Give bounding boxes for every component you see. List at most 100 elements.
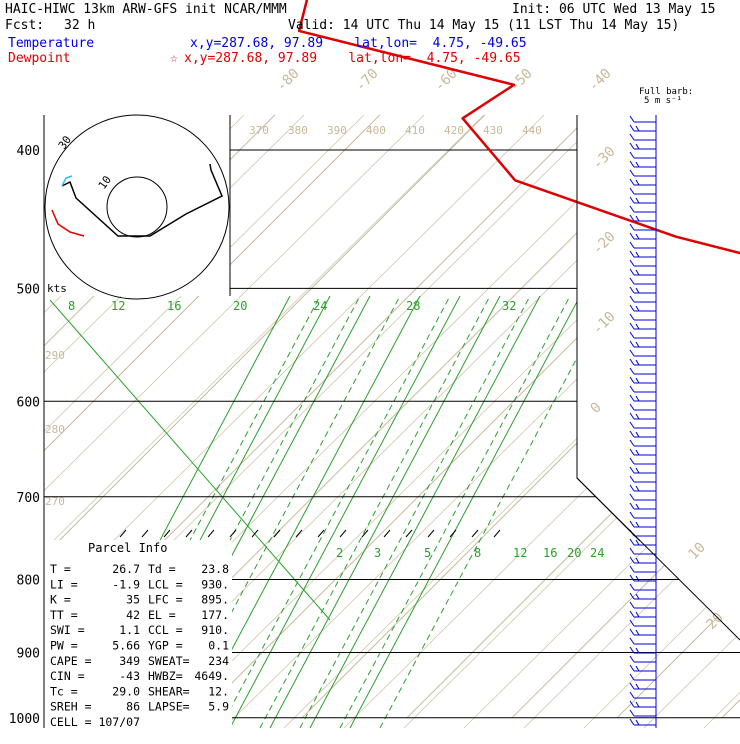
wind-barb-flag	[629, 574, 635, 582]
mixing-ratio-label: 16	[167, 299, 181, 313]
parcel-info-key: LAPSE=	[148, 700, 190, 714]
wind-barb-flag	[629, 250, 635, 258]
adiabat-line	[343, 115, 740, 728]
barb-legend-title: Full barb:	[639, 87, 693, 97]
wind-barb-flag	[629, 277, 635, 285]
pressure-label: 900	[17, 647, 40, 662]
parcel-info-key: SWEAT=	[148, 654, 190, 668]
level-tick	[317, 529, 325, 538]
wind-barb-flag	[629, 682, 635, 690]
wind-barb-flag	[629, 385, 635, 393]
parcel-info-value: 349	[119, 654, 140, 668]
isotherm-label: 10	[686, 540, 709, 563]
level-tick	[163, 529, 171, 538]
parcel-info-title: Parcel Info	[88, 541, 167, 555]
parcel-info-value: 1.1	[119, 623, 140, 637]
parcel-info-key: SREH =	[50, 700, 92, 714]
parcel-info-value: 29.0	[112, 684, 140, 698]
mixing-ratio-label: 24	[590, 546, 604, 560]
wind-barb-flag	[629, 439, 635, 447]
parcel-info-value: 5.66	[112, 639, 140, 653]
header: HAIC-HIWC 13km ARW-GFS init NCAR/MMM Ini…	[5, 2, 716, 106]
theta-label: 270	[45, 495, 65, 508]
parcel-info-value: -1.9	[112, 577, 140, 591]
wind-barb-flag	[629, 223, 635, 231]
parcel-info-value: 5.9	[208, 700, 229, 714]
parcel-info-box: Parcel Info T = 26.7 Td = 23.8 LI = -1.9 LCL =…	[44, 540, 232, 730]
adiabat-line	[223, 115, 740, 728]
pressure-label: 600	[17, 395, 40, 410]
level-tick	[383, 529, 391, 538]
parcel-info-value: 895.	[201, 593, 229, 607]
wind-barb-flag	[635, 575, 640, 582]
wind-barb-flag	[635, 539, 640, 546]
mixing-ratio-label: 20	[233, 299, 247, 313]
wind-barb-flag	[629, 313, 635, 321]
parcel-info-value: 42	[126, 608, 140, 622]
wind-barb-flag	[629, 376, 635, 384]
isotherm-label: -80	[274, 66, 303, 95]
wind-barb-flag	[635, 323, 640, 330]
wind-barb-flag	[629, 403, 635, 411]
adiabat-line	[163, 115, 740, 728]
wind-barb-flag	[635, 719, 640, 726]
wind-barb-flag	[629, 394, 635, 402]
mixing-ratio-dashed	[219, 295, 451, 728]
parcel-info-key: YGP =	[148, 639, 183, 653]
parcel-info-key: TT =	[50, 608, 78, 622]
mixing-ratio-labels: 8 12 16 20 24 28 32 2 3 5 8 12 16 20 24	[68, 299, 604, 560]
parcel-info-value: 12.	[208, 684, 229, 698]
parcel-info-value: 0.1	[208, 639, 229, 653]
wind-barb-flag	[635, 215, 640, 222]
wind-barb-flag	[635, 665, 640, 672]
wind-barb-flag	[635, 269, 640, 276]
mixing-ratio-dashed	[259, 295, 491, 728]
isotherm-line	[406, 115, 740, 719]
mixing-ratio-dashed	[379, 295, 611, 728]
isotherm-label: -50	[507, 66, 536, 95]
mixing-ratio-label: 2	[336, 546, 343, 560]
wind-barb-flag	[629, 448, 635, 456]
mixing-ratio-label: 12	[111, 299, 125, 313]
wind-barb-flag	[635, 395, 640, 402]
parcel-info-key: CCL =	[148, 623, 183, 637]
wind-barb-flag	[629, 619, 635, 627]
wind-barb-flag	[629, 502, 635, 510]
wind-barb-flag	[635, 683, 640, 690]
wind-barb-flag	[629, 709, 635, 717]
level-tick	[339, 529, 347, 538]
hodograph-trace-cyan	[61, 175, 73, 187]
wind-barb-flag	[629, 196, 635, 204]
wind-barb-flag	[629, 637, 635, 645]
parcel-info-value: 26.7	[112, 562, 140, 576]
isotherm-label: 0	[588, 400, 605, 417]
wind-barb-flag	[629, 124, 635, 132]
wind-barb-flag	[629, 511, 635, 519]
theta-label: 430	[483, 124, 503, 137]
background-lines	[44, 115, 740, 728]
wind-barb-flag	[635, 431, 640, 438]
level-tick	[273, 529, 281, 538]
parcel-info-key: CELL =	[50, 715, 92, 729]
wind-barb-flag	[629, 133, 635, 141]
mixing-ratio-line	[229, 295, 461, 728]
adiabat-line	[403, 115, 740, 728]
isotherm-line	[196, 115, 740, 719]
background-grid	[44, 115, 740, 728]
mixing-ratio-line	[349, 295, 581, 728]
wind-barb-flag	[629, 655, 635, 663]
mixing-ratio-label: 24	[313, 299, 327, 313]
wind-barb-flag	[629, 583, 635, 591]
hodograph-ring-label: 30	[56, 133, 74, 151]
level-tick	[229, 529, 237, 538]
wind-barbs	[629, 115, 657, 728]
wind-barb-flag	[629, 592, 635, 600]
mixing-ratio-label: 28	[406, 299, 420, 313]
isotherm-line	[44, 115, 740, 719]
parcel-info-key: HWBZ=	[148, 669, 183, 683]
adiabat-line	[44, 115, 365, 728]
parcel-info-key: LCL =	[148, 577, 183, 591]
adiabat-line	[583, 115, 740, 728]
header-title: HAIC-HIWC 13km ARW-GFS init NCAR/MMM	[5, 2, 287, 17]
